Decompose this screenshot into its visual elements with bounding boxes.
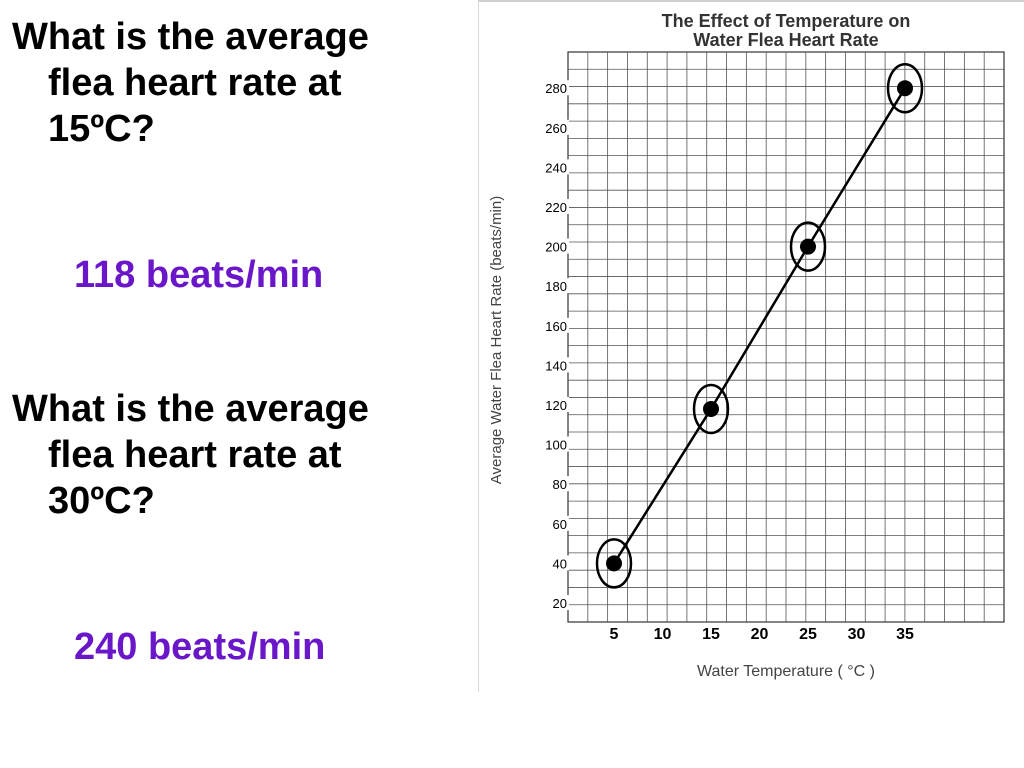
x-tick-label: 15 xyxy=(702,626,720,643)
y-tick-label-bg xyxy=(544,159,569,175)
question-2-line-3: 30ºC? xyxy=(48,480,155,522)
y-tick-label: 100 xyxy=(545,438,567,453)
y-tick-label: 80 xyxy=(553,477,567,492)
y-tick-label: 220 xyxy=(545,200,567,215)
x-tick-label: 20 xyxy=(751,626,769,643)
x-tick-label: 35 xyxy=(896,626,914,643)
question-2: What is the average flea heart rate at 3… xyxy=(12,386,452,524)
chart-grid xyxy=(567,51,1005,623)
panel-divider xyxy=(478,0,479,692)
question-1-line-3: 15ºC? xyxy=(48,108,155,150)
series-line xyxy=(612,87,907,565)
x-tick-label: 30 xyxy=(848,626,866,643)
y-tick-label-bg xyxy=(544,278,569,294)
question-1-line-2: flea heart rate at xyxy=(48,62,342,104)
x-tick-label: 5 xyxy=(610,626,619,643)
y-tick-label-bg xyxy=(544,80,569,96)
y-tick-label: 120 xyxy=(545,398,567,413)
y-tick-label-bg xyxy=(544,357,569,373)
question-1: What is the average flea heart rate at 1… xyxy=(12,14,452,152)
qa-panel: What is the average flea heart rate at 1… xyxy=(0,0,478,768)
question-1-line-1: What is the average xyxy=(12,16,369,58)
data-point xyxy=(606,555,622,572)
y-tick-label-bg xyxy=(544,317,569,333)
x-axis-label: Water Temperature ( °C ) xyxy=(697,663,875,680)
y-tick-label: 180 xyxy=(545,279,567,294)
data-point xyxy=(703,400,719,417)
highlight-circle xyxy=(886,62,924,114)
y-tick-label-bg xyxy=(551,555,569,571)
x-tick-label: 10 xyxy=(654,626,672,643)
y-tick-labels: 20 40 60 80 100 120 140 160 180 200 220 240 260 280 xyxy=(544,80,569,611)
x-tick-label: 25 xyxy=(799,626,817,643)
y-tick-label-bg xyxy=(544,199,569,214)
answer-1: 118 beats/min xyxy=(74,254,324,296)
highlight-circle xyxy=(789,221,827,272)
y-tick-label: 60 xyxy=(553,517,567,532)
y-tick-label: 20 xyxy=(553,596,567,611)
chart-title-line-2: Water Flea Heart Rate xyxy=(693,30,878,50)
x-tick-labels: 5 10 15 20 25 30 35 xyxy=(610,626,914,643)
y-tick-label-bg xyxy=(551,595,569,610)
question-2-line-1: What is the average xyxy=(12,388,369,430)
data-point xyxy=(800,238,816,255)
y-tick-label-bg xyxy=(544,238,569,254)
y-tick-label: 280 xyxy=(545,81,567,96)
chart-title-line-1: The Effect of Temperature on xyxy=(662,11,911,31)
y-tick-label-bg xyxy=(551,476,569,492)
highlight-circle xyxy=(692,383,730,435)
y-tick-label-bg xyxy=(544,119,569,135)
chart-panel: The Effect of Temperature on Water Flea … xyxy=(479,2,1024,692)
y-tick-label: 40 xyxy=(553,556,567,571)
y-tick-label-bg xyxy=(544,397,569,412)
heart-rate-chart: The Effect of Temperature on Water Flea … xyxy=(488,11,1005,680)
y-tick-label: 160 xyxy=(545,319,567,334)
highlight-circle xyxy=(595,538,633,589)
y-tick-label: 200 xyxy=(545,240,567,255)
y-tick-label: 240 xyxy=(545,160,567,175)
answer-2: 240 beats/min xyxy=(74,626,326,668)
data-series xyxy=(595,62,924,589)
y-tick-label-bg xyxy=(544,436,569,452)
y-tick-label-bg xyxy=(551,515,569,531)
y-tick-label: 260 xyxy=(545,121,567,136)
y-tick-label: 140 xyxy=(545,358,567,373)
question-2-line-2: flea heart rate at xyxy=(48,434,342,476)
top-rule xyxy=(478,0,1024,2)
y-axis-label: Average Water Flea Heart Rate (beats/min… xyxy=(488,196,505,484)
data-point xyxy=(897,80,913,97)
